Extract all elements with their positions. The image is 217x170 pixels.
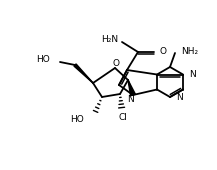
Text: HO: HO — [70, 115, 84, 123]
Text: N: N — [176, 92, 183, 101]
Polygon shape — [74, 64, 93, 83]
Text: N: N — [189, 70, 196, 79]
Text: Cl: Cl — [118, 113, 127, 122]
Text: O: O — [112, 58, 120, 67]
Text: N: N — [127, 96, 133, 105]
Text: H₂N: H₂N — [101, 36, 118, 45]
Text: HO: HO — [36, 55, 50, 64]
Polygon shape — [128, 80, 135, 96]
Text: NH₂: NH₂ — [181, 47, 198, 55]
Text: O: O — [159, 47, 166, 56]
